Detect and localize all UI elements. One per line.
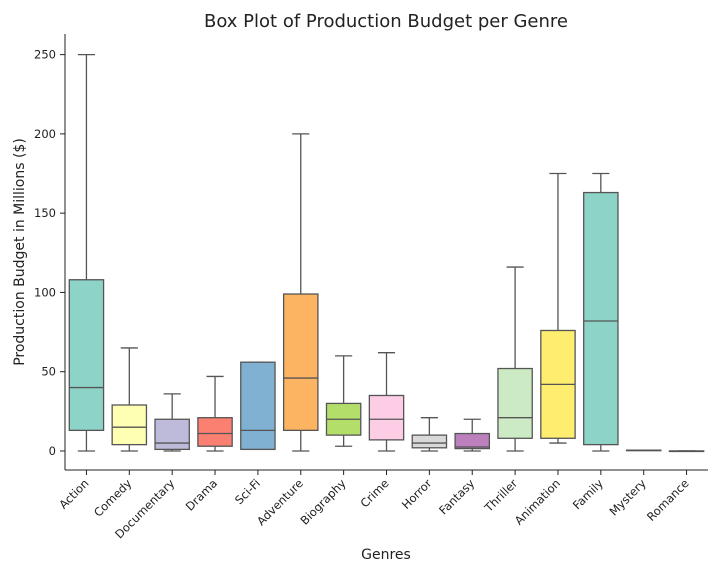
- box-documentary: [154, 393, 190, 452]
- x-tick-label: Sci-Fi: [232, 476, 263, 507]
- x-axis-label: Genres: [361, 547, 411, 563]
- x-tick-label: Drama: [183, 476, 220, 513]
- box-iqr: [111, 404, 148, 446]
- box-crime: [368, 352, 405, 452]
- x-tick-label: Thriller: [481, 476, 520, 515]
- box-animation: [540, 172, 576, 444]
- box-family: [583, 172, 619, 452]
- box-biography: [325, 355, 362, 447]
- box-iqr: [68, 279, 105, 432]
- y-tick-label: 100: [34, 285, 56, 299]
- box-iqr: [197, 417, 233, 447]
- box-thriller: [497, 266, 533, 452]
- x-tick-label: Animation: [512, 476, 563, 527]
- y-axis-label: Production Budget in Millions ($): [12, 138, 28, 366]
- x-tick-label: Romance: [644, 476, 692, 524]
- box-drama: [197, 375, 233, 452]
- x-tick-label: Biography: [297, 476, 348, 527]
- box-comedy: [111, 347, 148, 452]
- box-horror: [411, 417, 448, 452]
- y-tick-label: 0: [49, 444, 56, 458]
- box-iqr: [583, 191, 619, 446]
- box-iqr: [154, 418, 190, 451]
- y-tick-label: 200: [34, 127, 56, 141]
- box-romance: [668, 450, 705, 453]
- chart-title: Box Plot of Production Budget per Genre: [204, 11, 568, 32]
- box-iqr: [368, 394, 405, 441]
- box-sci-fi: [240, 361, 276, 451]
- box-action: [68, 53, 105, 452]
- box-iqr: [282, 293, 319, 432]
- y-tick-label: 250: [34, 48, 56, 62]
- box-mystery: [625, 449, 662, 452]
- box-fantasy: [454, 418, 491, 452]
- box-iqr: [411, 434, 448, 449]
- x-tick-label: Crime: [358, 476, 392, 510]
- x-tick-label: Adventure: [254, 476, 306, 528]
- x-tick-label: Mystery: [607, 476, 649, 518]
- y-tick-label: 50: [41, 365, 56, 379]
- box-adventure: [282, 133, 319, 452]
- y-tick-label: 150: [34, 206, 56, 220]
- x-tick-label: Fantasy: [436, 476, 477, 517]
- x-tick-label: Family: [570, 476, 606, 512]
- x-tick-label: Action: [56, 476, 91, 511]
- x-tick-label: Comedy: [91, 476, 135, 520]
- box-iqr: [454, 432, 491, 450]
- x-tick-label: Horror: [399, 476, 435, 512]
- box-iqr: [240, 361, 276, 451]
- box-iqr: [497, 367, 533, 439]
